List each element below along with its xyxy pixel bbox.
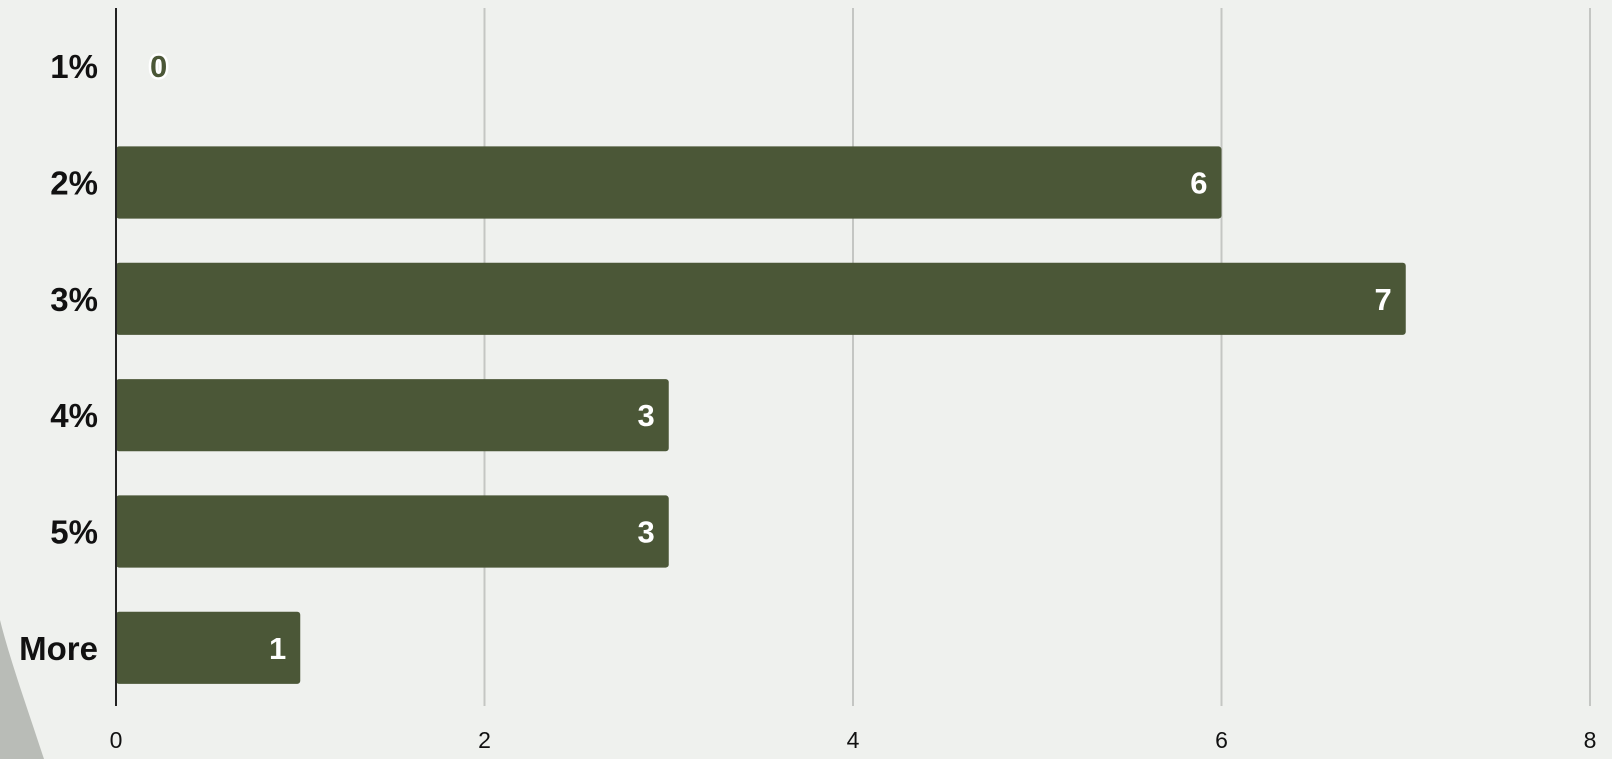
category-label: 2% xyxy=(50,165,98,202)
x-tick-label: 0 xyxy=(110,727,123,753)
x-tick-label: 4 xyxy=(847,727,860,753)
bars xyxy=(116,146,1406,684)
bar-value-label: 6 xyxy=(1190,166,1207,201)
bar xyxy=(116,379,669,452)
x-axis-tick-labels: 0 2 4 6 8 xyxy=(110,727,1597,753)
category-label: 5% xyxy=(50,514,98,551)
gridlines xyxy=(483,8,1591,706)
bar xyxy=(116,146,1222,219)
bar xyxy=(116,611,301,684)
bar-value-label: 3 xyxy=(638,398,655,433)
bar-value-label: 7 xyxy=(1375,282,1392,317)
bar-value-label: 0 xyxy=(150,49,167,84)
bar xyxy=(116,495,669,568)
x-tick-label: 6 xyxy=(1215,727,1228,753)
x-tick-label: 2 xyxy=(478,727,491,753)
bar-value-label: 3 xyxy=(638,515,655,550)
background-decoration xyxy=(0,620,44,759)
category-label: 4% xyxy=(50,397,98,434)
category-label: 1% xyxy=(50,48,98,85)
bar-value-labels: 0 6 7 3 3 1 xyxy=(148,47,1392,666)
category-label: More xyxy=(19,630,98,667)
bar-value-label: 1 xyxy=(269,631,286,666)
category-label: 3% xyxy=(50,281,98,318)
category-labels: 1% 2% 3% 4% 5% More xyxy=(19,48,98,667)
bar xyxy=(116,262,1406,335)
x-tick-label: 8 xyxy=(1584,727,1597,753)
